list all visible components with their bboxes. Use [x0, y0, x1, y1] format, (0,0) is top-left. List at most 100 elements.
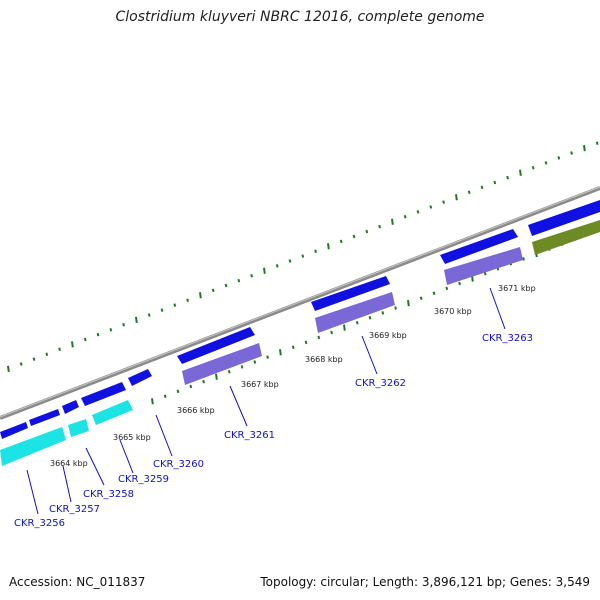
tick-mark — [19, 362, 23, 366]
tick-mark — [147, 313, 151, 317]
tick-mark — [327, 243, 330, 250]
tick-mark — [483, 271, 487, 276]
tick-mark — [570, 151, 573, 155]
tick-mark — [391, 218, 394, 225]
gene-feature — [315, 292, 395, 333]
tick-mark — [531, 166, 535, 170]
tick-mark — [407, 299, 410, 307]
gene-arrow — [128, 369, 152, 386]
gene-arrow — [81, 382, 126, 406]
tick-mark — [394, 306, 397, 310]
gene-label: CKR_3260 — [153, 459, 204, 470]
tick-mark — [288, 259, 292, 263]
forward-genes — [0, 200, 600, 439]
tick-mark — [522, 257, 525, 261]
tick-mark — [419, 296, 423, 300]
gene-arrow — [177, 327, 255, 364]
genome-backbone — [0, 186, 600, 420]
tick-mark — [291, 345, 295, 350]
tick-mark — [365, 229, 369, 234]
tick-mark — [58, 347, 61, 352]
gene-cyan — [0, 427, 66, 466]
gene-callout-lines — [26, 287, 506, 515]
gene-arrow — [29, 409, 60, 426]
kbp-label: 3669 kbp — [369, 331, 407, 340]
cyan-genes — [0, 400, 133, 466]
tick-mark — [301, 254, 305, 258]
tick-mark — [189, 384, 193, 389]
kbp-label: 3670 kbp — [434, 307, 472, 316]
gene-label: CKR_3256 — [14, 518, 65, 529]
tick-mark — [355, 320, 359, 325]
tick-mark — [506, 175, 509, 180]
tick-mark — [176, 389, 180, 394]
tick-mark — [595, 141, 599, 145]
tick-mark — [215, 373, 218, 380]
tick-mark — [467, 190, 471, 195]
tick-mark — [224, 283, 228, 288]
tick-mark — [199, 292, 202, 299]
gene-label: CKR_3262 — [355, 378, 406, 389]
gene-arrow — [0, 422, 28, 439]
gene-label: CKR_3261 — [224, 430, 275, 441]
tick-mark — [109, 327, 113, 332]
kbp-label: 3665 kbp — [113, 433, 151, 442]
tick-mark — [493, 180, 497, 185]
kbp-label: 3667 kbp — [241, 380, 279, 389]
tick-mark — [352, 234, 356, 239]
tick-mark — [378, 224, 381, 229]
tick-mark — [403, 215, 407, 219]
tick-mark — [429, 205, 433, 209]
gene-arrow — [528, 200, 600, 236]
tick-mark — [279, 349, 282, 356]
kbp-label: 3664 kbp — [50, 459, 88, 468]
tick-mark — [135, 316, 138, 324]
tick-mark — [237, 278, 241, 283]
tick-mark — [343, 324, 346, 331]
gene-feature — [444, 247, 523, 285]
tick-mark — [211, 288, 215, 293]
feature-genes — [182, 247, 523, 385]
gene-label: CKR_3257 — [49, 504, 100, 515]
tick-mark — [368, 316, 372, 320]
tick-mark — [151, 398, 154, 405]
tick-mark — [186, 298, 189, 302]
tick-marks — [7, 141, 599, 405]
olive-genes — [532, 220, 600, 255]
tick-mark — [458, 281, 461, 286]
tick-mark — [263, 267, 266, 274]
tick-mark — [381, 311, 385, 315]
tick-mark — [544, 161, 548, 165]
tick-mark — [173, 303, 177, 307]
accession-text: Accession: NC_011837 — [9, 575, 146, 589]
tick-mark — [339, 239, 343, 244]
tick-mark — [304, 340, 308, 345]
tick-mark — [455, 194, 458, 201]
tick-mark — [160, 308, 164, 312]
tick-mark — [432, 291, 436, 296]
gene-cyan — [68, 419, 89, 437]
tick-mark — [266, 355, 269, 359]
tick-mark — [7, 365, 10, 373]
tick-mark — [317, 335, 321, 340]
tick-mark — [83, 337, 87, 342]
gene-arrow — [311, 276, 390, 311]
tick-mark — [96, 332, 100, 337]
tick-mark — [253, 360, 257, 364]
tick-mark — [445, 286, 449, 291]
tick-mark — [45, 352, 49, 356]
tick-mark — [250, 273, 253, 278]
tick-mark — [227, 370, 231, 374]
tick-mark — [32, 357, 36, 361]
tick-mark — [442, 200, 445, 204]
kbp-labels: 3664 kbp 3665 kbp 3666 kbp 3667 kbp 3668… — [50, 284, 536, 468]
kbp-label: 3671 kbp — [498, 284, 536, 293]
tick-mark — [163, 394, 167, 399]
kbp-label: 3666 kbp — [177, 406, 215, 415]
gene-label: CKR_3259 — [118, 474, 169, 485]
gene-cyan — [92, 400, 133, 425]
kbp-label: 3668 kbp — [305, 355, 343, 364]
tick-mark — [480, 185, 484, 190]
gene-arrow — [440, 229, 518, 264]
